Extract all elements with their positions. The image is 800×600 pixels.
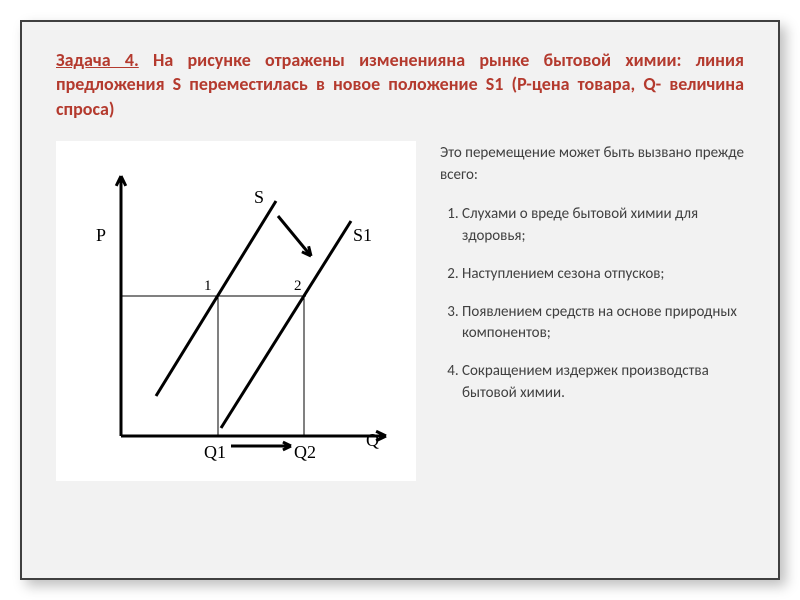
option-item: Слухами о вреде бытовой химии для здоров…: [462, 204, 744, 248]
title-lead: Задача 4.: [56, 49, 139, 71]
svg-text:Q2: Q2: [294, 442, 316, 462]
content-row: P Q S S1 1 2 Q1 Q2 Это перемещение может быть в…: [56, 141, 744, 481]
svg-text:2: 2: [294, 278, 302, 294]
intro-text: Это перемещение может быть вызвано прежд…: [440, 143, 744, 187]
chart-container: P Q S S1 1 2 Q1 Q2: [56, 141, 416, 481]
svg-text:Q: Q: [366, 430, 379, 450]
supply-shift-chart: P Q S S1 1 2 Q1 Q2: [66, 146, 406, 476]
svg-text:S1: S1: [353, 225, 372, 245]
svg-text:S: S: [254, 187, 264, 207]
svg-text:1: 1: [204, 278, 212, 294]
svg-text:Q1: Q1: [204, 442, 226, 462]
option-item: Сокращением издержек производства бытово…: [462, 361, 744, 405]
options-list: Слухами о вреде бытовой химии для здоров…: [440, 204, 744, 404]
answer-column: Это перемещение может быть вызвано прежд…: [440, 141, 744, 481]
svg-text:P: P: [96, 225, 106, 245]
task-title: Задача 4. На рисунке отражены изменениян…: [56, 48, 744, 121]
option-item: Наступлением сезона отпусков;: [462, 264, 744, 286]
slide: Задача 4. На рисунке отражены изменениян…: [20, 20, 780, 580]
title-rest: На рисунке отражены измененияна рынке бы…: [56, 49, 744, 120]
option-item: Появлением средств на основе природных к…: [462, 302, 744, 346]
